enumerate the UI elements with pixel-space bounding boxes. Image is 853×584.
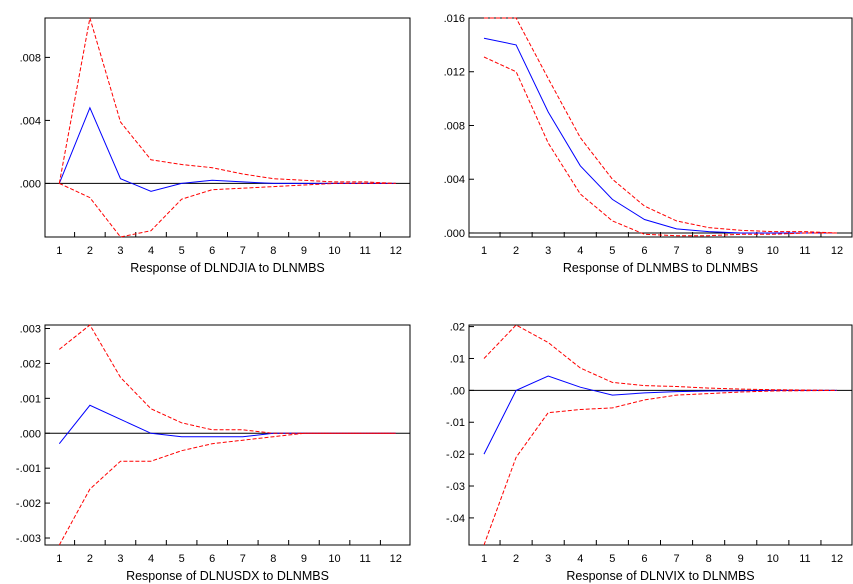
x-tick-label: 5 — [609, 245, 615, 257]
y-tick-label: .002 — [20, 358, 41, 370]
x-tick-label: 5 — [609, 553, 615, 565]
plot-frame — [468, 17, 853, 238]
x-tick-label: 10 — [767, 553, 779, 565]
lower-band-line — [58, 432, 396, 546]
lower-band-line — [483, 56, 837, 237]
x-tick-label: 12 — [390, 553, 402, 565]
x-tick-label: 7 — [240, 245, 246, 257]
upper-band-line — [58, 17, 396, 184]
x-tick-label: 2 — [87, 245, 93, 257]
x-tick-label: 12 — [390, 245, 402, 257]
impulse-response-line — [58, 106, 396, 192]
impulse-response-line — [58, 404, 396, 445]
y-tick-label: .02 — [450, 322, 465, 334]
y-tick-label: .016 — [444, 13, 465, 25]
x-tick-label: 12 — [831, 553, 843, 565]
x-tick-label: 6 — [209, 245, 215, 257]
x-tick-label: 2 — [87, 553, 93, 565]
x-tick-label: 8 — [706, 245, 712, 257]
impulse-response-line — [483, 37, 837, 234]
x-tick-label: 2 — [513, 245, 519, 257]
y-tick-label: .000 — [20, 178, 41, 190]
x-tick-label: 5 — [179, 553, 185, 565]
x-tick-label: 8 — [270, 245, 276, 257]
x-tick-label: 11 — [799, 245, 810, 257]
x-tick-label: 9 — [738, 245, 744, 257]
panel-caption: Response of DLNDJIA to DLNMBS — [130, 261, 325, 275]
plot-frame — [44, 324, 411, 546]
panel-caption: Response of DLNVIX to DLNMBS — [566, 569, 754, 583]
panel-caption: Response of DLNUSDX to DLNMBS — [126, 569, 329, 583]
x-tick-label: 8 — [706, 553, 712, 565]
y-tick-label: .000 — [20, 428, 41, 440]
upper-band-line — [484, 17, 838, 234]
y-tick-label: .003 — [20, 323, 41, 335]
x-tick-label: 1 — [56, 553, 62, 565]
y-tick-label: .000 — [444, 228, 465, 240]
x-tick-label: 1 — [481, 553, 487, 565]
y-tick-label: -.03 — [446, 481, 465, 493]
x-tick-label: 3 — [545, 245, 551, 257]
x-tick-label: 1 — [481, 245, 487, 257]
y-tick-label: -.04 — [446, 513, 465, 525]
x-tick-label: 9 — [738, 553, 744, 565]
y-tick-label: -.02 — [446, 449, 465, 461]
x-tick-label: 9 — [301, 553, 307, 565]
x-tick-label: 4 — [577, 553, 583, 565]
x-tick-label: 10 — [328, 553, 340, 565]
y-tick-label: .004 — [444, 174, 465, 186]
x-tick-label: 10 — [767, 245, 779, 257]
x-tick-label: 9 — [301, 245, 307, 257]
panel-caption: Response of DLNMBS to DLNMBS — [563, 261, 758, 275]
y-tick-label: .008 — [20, 52, 41, 64]
x-tick-label: 11 — [799, 553, 810, 565]
x-tick-label: 3 — [117, 553, 123, 565]
x-tick-label: 11 — [359, 245, 370, 257]
upper-band-line — [483, 324, 838, 391]
y-tick-label: .00 — [450, 385, 465, 397]
x-tick-label: 4 — [148, 553, 154, 565]
x-tick-label: 4 — [577, 245, 583, 257]
x-tick-label: 11 — [359, 553, 370, 565]
impulse-response-line — [483, 375, 837, 455]
y-tick-label: .012 — [444, 67, 465, 79]
x-tick-label: 2 — [513, 553, 519, 565]
upper-band-line — [58, 324, 396, 434]
y-tick-label: -.002 — [16, 498, 41, 510]
x-tick-label: 1 — [56, 245, 62, 257]
y-tick-label: -.001 — [16, 463, 41, 475]
x-tick-label: 7 — [673, 245, 679, 257]
x-tick-label: 8 — [270, 553, 276, 565]
x-tick-label: 3 — [545, 553, 551, 565]
x-tick-label: 6 — [641, 245, 647, 257]
y-tick-label: .01 — [450, 353, 465, 365]
y-tick-label: -.01 — [446, 417, 465, 429]
x-tick-label: 6 — [209, 553, 215, 565]
x-tick-label: 5 — [179, 245, 185, 257]
y-tick-label: .008 — [444, 120, 465, 132]
x-tick-label: 12 — [831, 245, 843, 257]
lower-band-line — [483, 389, 838, 546]
x-tick-label: 3 — [117, 245, 123, 257]
x-tick-label: 7 — [240, 553, 246, 565]
x-tick-label: 6 — [641, 553, 647, 565]
lower-band-line — [59, 182, 396, 238]
y-tick-label: -.003 — [16, 533, 41, 545]
y-tick-label: .001 — [20, 393, 41, 405]
plot-frame — [44, 17, 411, 238]
x-tick-label: 4 — [148, 245, 154, 257]
y-tick-label: .004 — [20, 115, 41, 127]
x-tick-label: 7 — [673, 553, 679, 565]
x-tick-label: 10 — [328, 245, 340, 257]
irf-panel-4: -.04-.03-.02-.01.00.01.021 2 3 4 5 6 7 8 9 10 11 12… — [446, 322, 853, 583]
plot-frame — [468, 324, 853, 546]
